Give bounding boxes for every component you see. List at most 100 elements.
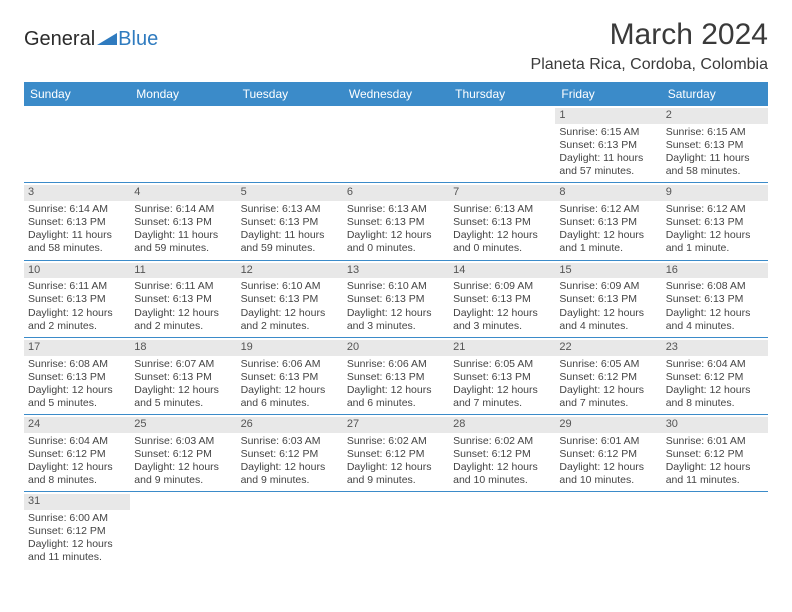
day-detail-line: Sunrise: 6:03 AM [241, 435, 339, 448]
logo: General Blue [24, 18, 158, 51]
day-detail-line: and 0 minutes. [347, 242, 445, 255]
day-detail-line: and 3 minutes. [453, 320, 551, 333]
day-detail-line: Daylight: 12 hours [347, 307, 445, 320]
day-number: 12 [237, 263, 343, 279]
day-cell: 19Sunrise: 6:06 AMSunset: 6:13 PMDayligh… [237, 338, 343, 414]
day-detail-line: Sunrise: 6:00 AM [28, 512, 126, 525]
day-detail-line: Daylight: 11 hours [28, 229, 126, 242]
day-detail-line: Daylight: 12 hours [559, 384, 657, 397]
day-number: 31 [24, 494, 130, 510]
day-detail-line: Daylight: 12 hours [453, 384, 551, 397]
day-header-cell: Friday [555, 82, 661, 106]
day-number: 26 [237, 417, 343, 433]
day-cell: 14Sunrise: 6:09 AMSunset: 6:13 PMDayligh… [449, 261, 555, 337]
day-cell: 8Sunrise: 6:12 AMSunset: 6:13 PMDaylight… [555, 183, 661, 259]
logo-part2: Blue [118, 28, 158, 51]
day-cell: 10Sunrise: 6:11 AMSunset: 6:13 PMDayligh… [24, 261, 130, 337]
day-number: 15 [555, 263, 661, 279]
day-detail-line: Sunrise: 6:06 AM [241, 358, 339, 371]
day-detail-line: Sunset: 6:13 PM [134, 293, 232, 306]
day-detail-line: Sunset: 6:12 PM [347, 448, 445, 461]
day-cell: 11Sunrise: 6:11 AMSunset: 6:13 PMDayligh… [130, 261, 236, 337]
day-detail-line: Sunrise: 6:01 AM [666, 435, 764, 448]
day-cell: 2Sunrise: 6:15 AMSunset: 6:13 PMDaylight… [662, 106, 768, 182]
day-detail-line: Daylight: 12 hours [453, 307, 551, 320]
day-cell: 3Sunrise: 6:14 AMSunset: 6:13 PMDaylight… [24, 183, 130, 259]
day-detail-line: Sunrise: 6:14 AM [134, 203, 232, 216]
week-row: 3Sunrise: 6:14 AMSunset: 6:13 PMDaylight… [24, 183, 768, 260]
day-detail-line: and 58 minutes. [28, 242, 126, 255]
day-detail-line: Sunset: 6:13 PM [134, 216, 232, 229]
day-detail-line: and 3 minutes. [347, 320, 445, 333]
day-detail-line: Sunset: 6:12 PM [241, 448, 339, 461]
day-number: 16 [662, 263, 768, 279]
day-detail-line: Daylight: 12 hours [28, 307, 126, 320]
day-cell: 18Sunrise: 6:07 AMSunset: 6:13 PMDayligh… [130, 338, 236, 414]
day-detail-line: and 2 minutes. [28, 320, 126, 333]
day-detail-line: Sunrise: 6:04 AM [666, 358, 764, 371]
day-number: 6 [343, 185, 449, 201]
day-detail-line: Daylight: 12 hours [347, 384, 445, 397]
day-cell: 12Sunrise: 6:10 AMSunset: 6:13 PMDayligh… [237, 261, 343, 337]
day-cell: 4Sunrise: 6:14 AMSunset: 6:13 PMDaylight… [130, 183, 236, 259]
day-detail-line: and 5 minutes. [28, 397, 126, 410]
day-number: 14 [449, 263, 555, 279]
day-number: 23 [662, 340, 768, 356]
day-detail-line: Daylight: 12 hours [666, 229, 764, 242]
week-row: 31Sunrise: 6:00 AMSunset: 6:12 PMDayligh… [24, 492, 768, 568]
logo-triangle-icon [97, 28, 117, 51]
day-cell: 13Sunrise: 6:10 AMSunset: 6:13 PMDayligh… [343, 261, 449, 337]
day-detail-line: Sunset: 6:13 PM [28, 371, 126, 384]
day-header-cell: Monday [130, 82, 236, 106]
day-detail-line: Sunset: 6:13 PM [134, 371, 232, 384]
day-detail-line: Daylight: 12 hours [453, 461, 551, 474]
day-header-row: SundayMondayTuesdayWednesdayThursdayFrid… [24, 82, 768, 106]
location: Planeta Rica, Cordoba, Colombia [531, 56, 768, 74]
day-cell: 31Sunrise: 6:00 AMSunset: 6:12 PMDayligh… [24, 492, 130, 568]
day-detail-line: Sunrise: 6:01 AM [559, 435, 657, 448]
blank-cell [237, 492, 343, 568]
day-number: 28 [449, 417, 555, 433]
day-detail-line: and 9 minutes. [347, 474, 445, 487]
day-cell: 21Sunrise: 6:05 AMSunset: 6:13 PMDayligh… [449, 338, 555, 414]
day-detail-line: and 2 minutes. [134, 320, 232, 333]
day-detail-line: Sunset: 6:12 PM [666, 448, 764, 461]
day-cell: 7Sunrise: 6:13 AMSunset: 6:13 PMDaylight… [449, 183, 555, 259]
week-row: 17Sunrise: 6:08 AMSunset: 6:13 PMDayligh… [24, 338, 768, 415]
day-detail-line: Sunset: 6:13 PM [28, 216, 126, 229]
day-number: 11 [130, 263, 236, 279]
blank-cell [343, 492, 449, 568]
blank-cell [237, 106, 343, 182]
day-detail-line: and 0 minutes. [453, 242, 551, 255]
day-detail-line: Sunset: 6:13 PM [347, 371, 445, 384]
day-detail-line: Sunrise: 6:02 AM [453, 435, 551, 448]
day-detail-line: Sunset: 6:12 PM [134, 448, 232, 461]
day-cell: 24Sunrise: 6:04 AMSunset: 6:12 PMDayligh… [24, 415, 130, 491]
calendar: SundayMondayTuesdayWednesdayThursdayFrid… [24, 82, 768, 569]
day-detail-line: Daylight: 11 hours [241, 229, 339, 242]
day-detail-line: Sunrise: 6:10 AM [347, 280, 445, 293]
day-detail-line: Sunset: 6:12 PM [666, 371, 764, 384]
day-detail-line: Daylight: 12 hours [453, 229, 551, 242]
day-detail-line: Sunset: 6:12 PM [559, 448, 657, 461]
day-detail-line: Sunset: 6:13 PM [453, 293, 551, 306]
day-detail-line: Daylight: 12 hours [241, 461, 339, 474]
day-detail-line: and 11 minutes. [28, 551, 126, 564]
day-detail-line: Sunrise: 6:14 AM [28, 203, 126, 216]
day-cell: 25Sunrise: 6:03 AMSunset: 6:12 PMDayligh… [130, 415, 236, 491]
logo-part1: General [24, 28, 95, 51]
day-detail-line: Daylight: 12 hours [134, 461, 232, 474]
day-detail-line: and 8 minutes. [28, 474, 126, 487]
day-header-cell: Tuesday [237, 82, 343, 106]
day-number: 9 [662, 185, 768, 201]
day-cell: 30Sunrise: 6:01 AMSunset: 6:12 PMDayligh… [662, 415, 768, 491]
day-number: 17 [24, 340, 130, 356]
day-number: 20 [343, 340, 449, 356]
day-cell: 28Sunrise: 6:02 AMSunset: 6:12 PMDayligh… [449, 415, 555, 491]
day-detail-line: Sunrise: 6:03 AM [134, 435, 232, 448]
day-detail-line: Sunrise: 6:04 AM [28, 435, 126, 448]
day-detail-line: Sunset: 6:13 PM [28, 293, 126, 306]
day-detail-line: Sunset: 6:13 PM [559, 293, 657, 306]
day-detail-line: and 59 minutes. [134, 242, 232, 255]
blank-cell [24, 106, 130, 182]
